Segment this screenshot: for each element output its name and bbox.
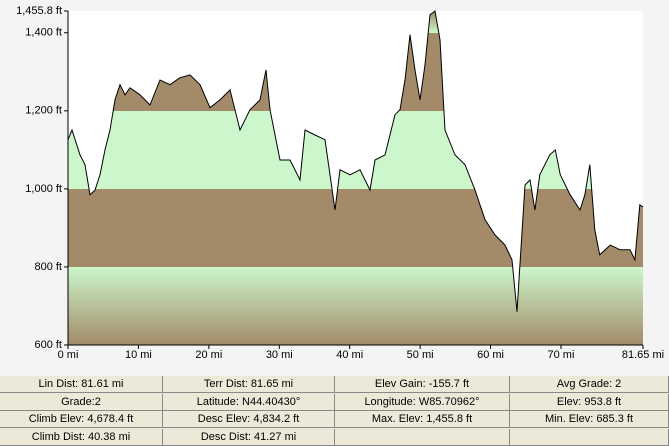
stats-cell: Desc Dist: 41.27 mi (163, 428, 335, 446)
stats-cell: Elev: 953.8 ft (510, 393, 669, 411)
y-tick-label: 1,000 ft (25, 183, 62, 195)
stats-cell: Latitude: N44.40430° (163, 393, 335, 411)
x-tick-label: 30 mi (266, 349, 293, 361)
y-tick-label: 1,400 ft (25, 27, 62, 39)
y-tick-label: 800 ft (34, 261, 62, 273)
y-tick-label: 600 ft (34, 339, 62, 351)
stats-cell (335, 428, 510, 446)
x-tick-label: 10 mi (125, 349, 152, 361)
x-tick-label: 20 mi (195, 349, 222, 361)
stats-cell: Elev Gain: -155.7 ft (335, 376, 510, 393)
x-tick-label: 40 mi (336, 349, 363, 361)
stats-cell: Terr Dist: 81.65 mi (163, 376, 335, 393)
x-tick-label: 50 mi (407, 349, 434, 361)
stats-cell: Avg Grade: 2 (510, 376, 669, 393)
x-tick-label: 70 mi (548, 349, 575, 361)
y-tick-label: 1,200 ft (25, 105, 62, 117)
elevation-line (67, 10, 644, 312)
stats-cell (510, 428, 669, 446)
stats-cell: Longitude: W85.70962° (335, 393, 510, 411)
stats-cell: Desc Elev: 4,834.2 ft (163, 411, 335, 428)
elevation-area (68, 11, 643, 345)
stats-cell: Lin Dist: 81.61 mi (0, 376, 163, 393)
y-tick-label: 1,455.8 ft (16, 5, 62, 17)
stats-cell: Climb Dist: 40.38 mi (0, 428, 163, 446)
stats-cell: Climb Elev: 4,678.4 ft (0, 411, 163, 428)
stats-cell: Grade:2 (0, 393, 163, 411)
chart: 600 ft 800 ft 1,000 ft 1,200 ft 1,400 ft 1,45… (16, 5, 664, 361)
stats-table: Lin Dist: 81.61 mi Terr Dist: 81.65 mi Ele… (0, 376, 669, 446)
x-tick-label: 60 mi (477, 349, 504, 361)
stats-cell: Max. Elev: 1,455.8 ft (335, 411, 510, 428)
x-tick-label: 0 mi (58, 349, 79, 361)
x-tick-label: 81.65 mi (622, 349, 664, 361)
stats-cell: Min. Elev: 685.3 ft (510, 411, 669, 428)
